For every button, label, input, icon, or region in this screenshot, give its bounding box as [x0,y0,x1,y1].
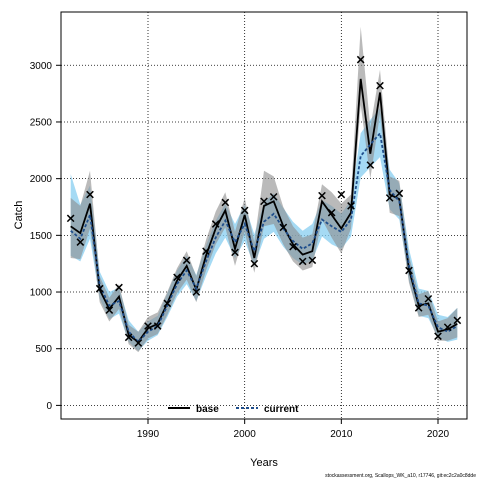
observed-point [405,266,413,275]
y-tick-label: 2500 [30,117,53,128]
y-tick-label: 0 [46,401,52,412]
observed-point [105,306,114,314]
observed-point [250,259,259,268]
observed-point [144,322,152,330]
observed-point [182,256,191,265]
observed-point [298,257,307,266]
source-annotation: stockassessment.org, Scallops_WK_a10, r1… [325,473,476,479]
observed-point [163,299,172,308]
y-tick-label: 2000 [30,174,53,185]
x-tick-label: 2020 [427,429,450,440]
observed-point [395,189,404,198]
x-tick-label: 2010 [330,429,353,440]
line-base [70,78,458,344]
x-tick-label: 2000 [234,429,257,440]
observed-point [308,256,317,265]
observed-point [453,316,462,325]
observed-point [260,197,268,206]
observed-point [356,55,365,64]
legend-label-current: current [264,404,299,415]
y-tick-label: 1000 [30,288,53,299]
observed-point [347,202,355,210]
band-current [70,108,458,352]
observed-point [414,304,423,312]
line-current [70,131,458,344]
confidence-bands [70,26,458,353]
observed-point [153,322,162,330]
observed-point [192,288,201,296]
observed-point [76,238,85,246]
observed-point [269,192,278,201]
observed-point [424,294,433,303]
observed-point [376,81,384,90]
observed-point [443,323,452,332]
observed-point [385,194,394,202]
observed-point [240,206,249,215]
legend-label-base: base [196,404,219,415]
observed-point [134,339,143,347]
observed-point [366,161,375,169]
x-axis-title: Years [250,457,278,469]
observed-point [327,208,336,217]
observed-point [173,273,181,282]
observed-point [124,333,133,342]
x-tick-label: 1990 [137,429,160,440]
x-axis: 1990 2000 2010 2020 [137,419,450,440]
plot-frame [60,11,468,420]
observed-point [221,198,230,207]
observed-point [86,190,94,199]
observed-point [66,214,75,223]
observed-point [202,247,210,256]
y-tick-label: 3000 [30,61,53,72]
legend: base current [168,404,299,415]
observed-point [231,248,239,257]
grid-lines [61,12,467,419]
series-lines [70,78,458,344]
observed-point [434,332,442,341]
observed-point [337,190,346,199]
observed-point [289,242,297,251]
observed-point [115,283,123,292]
y-axis-title: Catch [13,201,25,230]
y-axis: 0 500 1000 1500 2000 2500 3000 [30,61,61,412]
observed-points [66,55,462,347]
observed-point [95,284,104,293]
observed-point [279,223,288,232]
y-tick-label: 500 [35,344,52,355]
band-base [70,26,458,353]
observed-point [318,191,326,200]
y-tick-label: 1500 [30,231,53,242]
observed-point [211,220,220,228]
